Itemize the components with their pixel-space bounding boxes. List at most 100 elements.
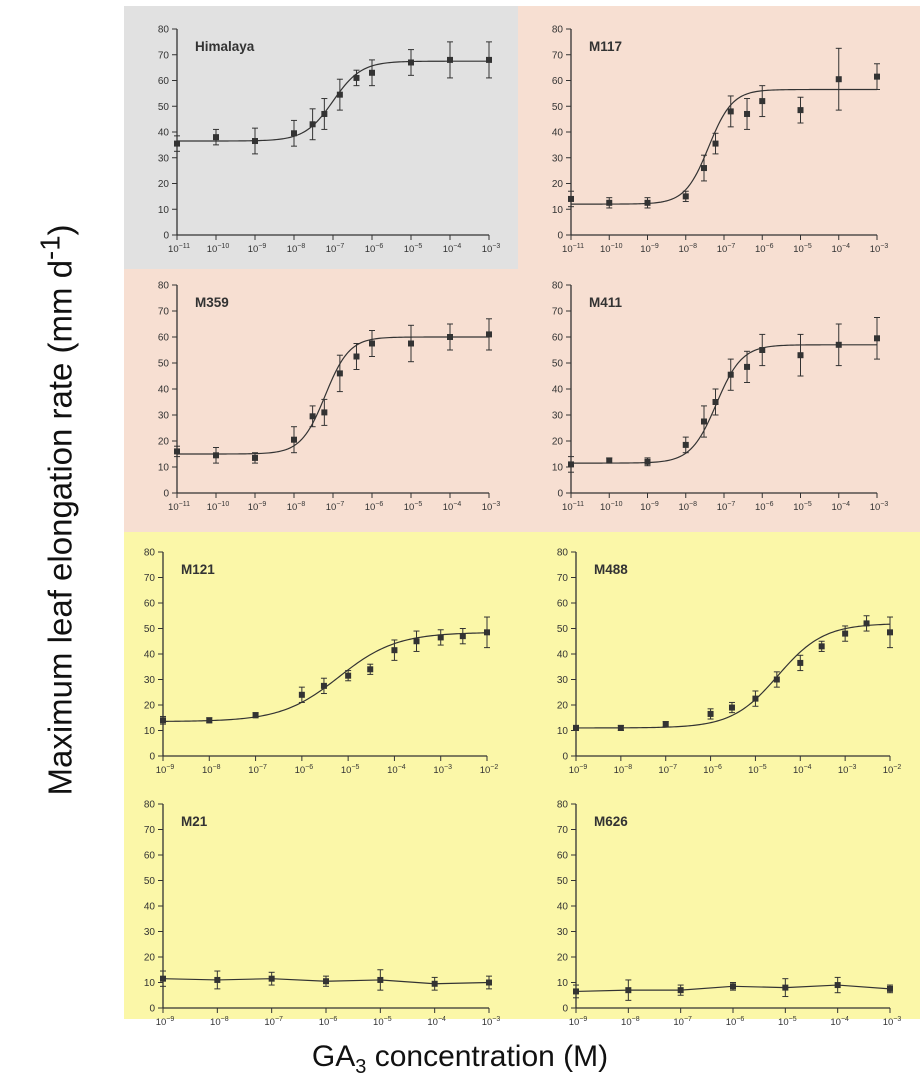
- data-point: [369, 340, 375, 347]
- chart-title: M121: [181, 562, 215, 577]
- y-tick-label: 70: [158, 50, 170, 61]
- y-tick-label: 70: [552, 307, 564, 318]
- chart-title: M21: [181, 814, 208, 829]
- panel-background-gray: [124, 6, 518, 269]
- x-tick-label: 10−11: [562, 501, 584, 513]
- data-point: [160, 975, 166, 982]
- y-tick-label: 80: [557, 800, 569, 811]
- data-point: [797, 107, 804, 114]
- data-point: [887, 629, 893, 636]
- x-tick-label: 10−7: [326, 501, 345, 513]
- x-tick-label: 10−8: [621, 1016, 640, 1028]
- x-tick-label: 10−11: [168, 243, 190, 255]
- y-tick-label: 80: [144, 548, 156, 559]
- y-tick-label: 20: [158, 437, 170, 448]
- data-point: [874, 335, 880, 342]
- y-tick-label: 10: [158, 463, 170, 474]
- data-point: [336, 91, 343, 98]
- x-tick-label: 10−6: [703, 764, 722, 776]
- x-tick-label: 10−3: [482, 1016, 501, 1028]
- data-point: [835, 76, 842, 83]
- x-tick-label: 10−5: [748, 764, 767, 776]
- y-tick-label: 80: [144, 800, 156, 811]
- x-tick-label: 10−6: [365, 243, 384, 255]
- x-tick-label: 10−8: [678, 501, 697, 513]
- y-tick-label: 60: [557, 599, 569, 610]
- y-tick-label: 70: [557, 573, 569, 584]
- y-tick-label: 80: [158, 281, 170, 292]
- data-point: [214, 976, 221, 983]
- y-tick-label: 30: [144, 927, 156, 938]
- x-tick-label: 10−6: [755, 243, 774, 255]
- data-point: [700, 418, 707, 425]
- fit-curve: [571, 88, 877, 205]
- y-tick-label: 0: [562, 1004, 568, 1015]
- y-tick-label: 30: [557, 927, 569, 938]
- data-point: [818, 643, 825, 650]
- y-axis-label-tail: ): [41, 224, 79, 236]
- data-point: [782, 984, 789, 991]
- data-point: [160, 717, 166, 724]
- data-point: [834, 982, 841, 989]
- data-point: [707, 710, 714, 717]
- y-tick-label: 10: [158, 205, 170, 216]
- chart-m359: 0 10 20 30 40 50 60 70 80 10−11 10−10 10−9 10−8 10−7 1…: [158, 281, 501, 514]
- x-tick-label: 10−9: [248, 243, 267, 255]
- panel-background-yellow: [124, 532, 920, 1019]
- x-tick-label: 10−6: [755, 501, 774, 513]
- x-tick-label: 10−9: [640, 243, 659, 255]
- data-point: [568, 195, 574, 202]
- x-tick-label: 10−3: [482, 501, 501, 513]
- y-tick-label: 70: [158, 307, 170, 318]
- fit-curve: [177, 336, 489, 455]
- data-point: [744, 363, 751, 370]
- data-point: [677, 987, 684, 994]
- data-point: [291, 130, 297, 137]
- x-tick-label: 10−3: [838, 764, 857, 776]
- data-point: [682, 193, 689, 200]
- y-tick-label: 0: [557, 231, 563, 242]
- x-tick-label: 10−5: [373, 1016, 392, 1028]
- y-tick-label: 30: [552, 153, 564, 164]
- data-point: [174, 140, 180, 147]
- chart-title: M626: [594, 814, 628, 829]
- y-tick-label: 20: [557, 953, 569, 964]
- data-point: [484, 629, 490, 636]
- data-point: [291, 436, 297, 443]
- y-tick-label: 70: [144, 825, 156, 836]
- x-tick-label: 10−6: [319, 1016, 338, 1028]
- x-tick-label: 10−10: [207, 243, 230, 255]
- data-point: [759, 98, 766, 105]
- data-point: [323, 978, 329, 985]
- y-tick-label: 10: [557, 726, 569, 737]
- y-tick-label: 50: [557, 876, 569, 887]
- y-tick-label: 10: [144, 726, 156, 737]
- data-point: [835, 341, 842, 348]
- data-point: [606, 199, 613, 206]
- data-point: [727, 108, 734, 115]
- x-tick-label: 10−8: [287, 501, 306, 513]
- data-point: [573, 988, 579, 995]
- chart-m488: 0 10 20 30 40 50 60 70 80 10−9 10−8 10−7 10−6 10−5 10−…: [557, 548, 902, 777]
- x-tick-label: 10−6: [726, 1016, 745, 1028]
- x-tick-label: 10−10: [600, 243, 623, 255]
- y-tick-label: 30: [552, 411, 564, 422]
- x-tick-label: 10−4: [793, 764, 812, 776]
- x-tick-label: 10−5: [404, 501, 423, 513]
- y-axis-label-main: Maximum leaf elongation rate (mm d: [41, 259, 79, 796]
- x-tick-label: 10−3: [883, 1016, 902, 1028]
- data-point: [408, 59, 414, 66]
- x-tick-label: 10−5: [341, 764, 360, 776]
- data-point: [887, 985, 893, 992]
- x-axis-label: GA3 concentration (M): [0, 1040, 920, 1079]
- y-tick-label: 40: [158, 128, 170, 139]
- data-point: [174, 448, 180, 455]
- chart-m117: 0 10 20 30 40 50 60 70 80 10−11 10−10 10−9 10−8 10−7 1…: [552, 25, 889, 256]
- data-point: [797, 659, 804, 666]
- x-tick-label: 10−2: [883, 764, 902, 776]
- y-tick-label: 50: [144, 876, 156, 887]
- fit-curve: [571, 344, 877, 464]
- data-point: [353, 74, 360, 81]
- x-tick-label: 10−6: [295, 764, 314, 776]
